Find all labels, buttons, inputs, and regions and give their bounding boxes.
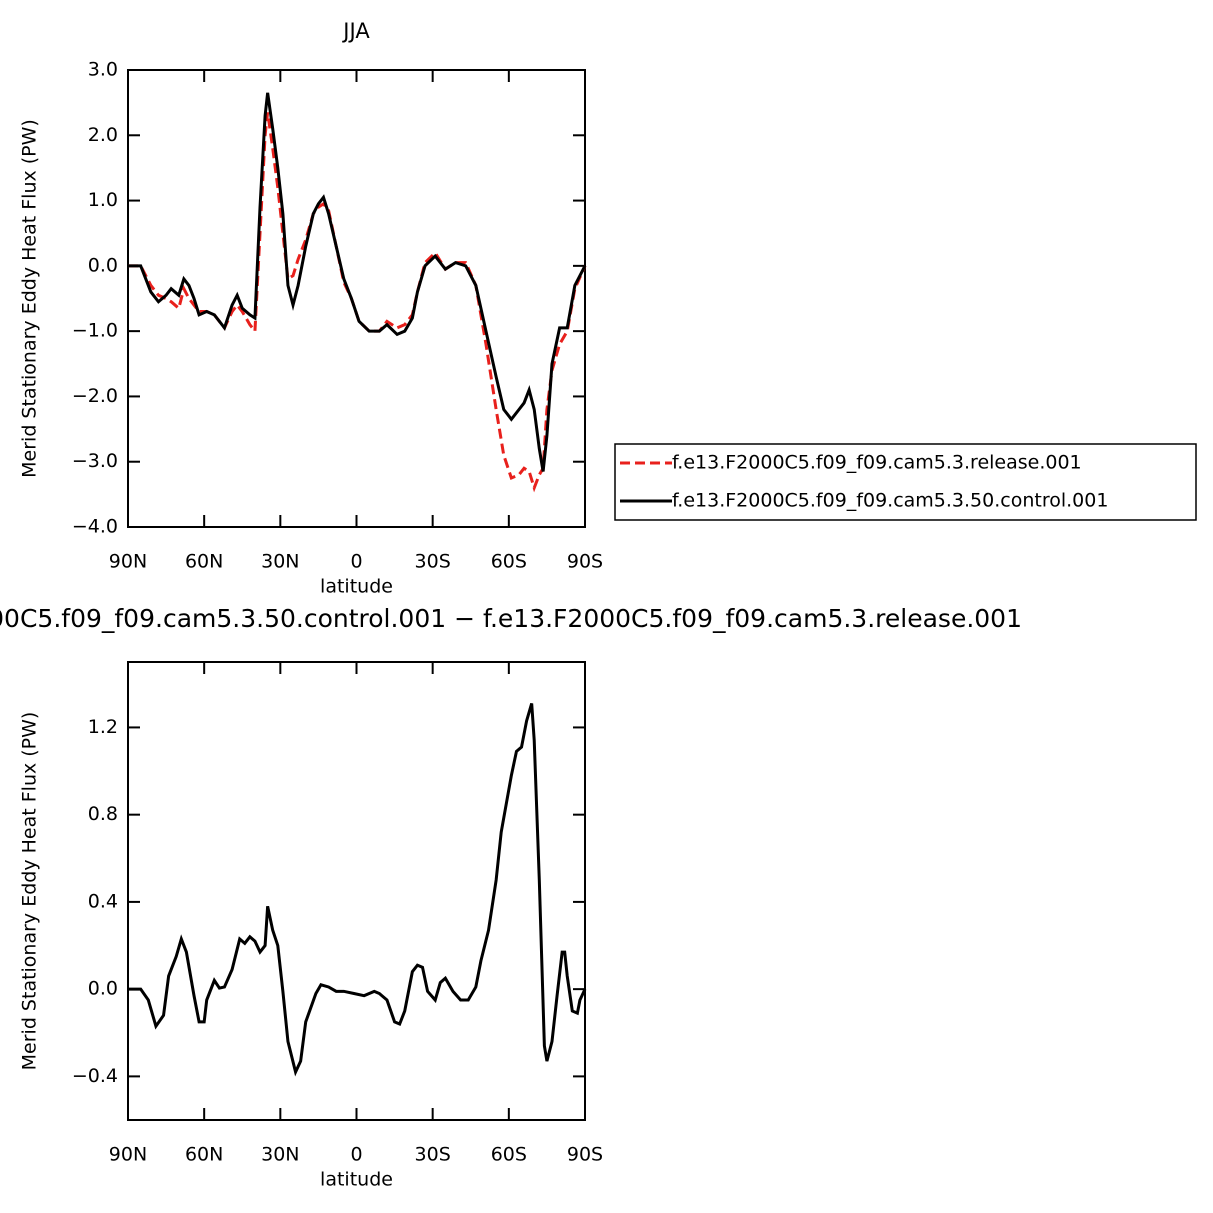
y-axis-label: Merid Stationary Eddy Heat Flux (PW) [19,119,41,478]
plot-frame [127,69,586,528]
y-tick-label: 1.0 [88,189,118,211]
plot-frame [127,661,586,1121]
x-tick-label: 30N [261,551,299,573]
x-tick-label: 90N [109,551,147,573]
y-tick-label: −0.4 [72,1065,118,1087]
x-axis-label: latitude [320,1169,393,1191]
y-tick-label: 3.0 [88,59,118,81]
x-tick-label: 60N [185,551,223,573]
chart-title: f.e13.F2000C5.f09_f09.cam5.3.50.control.… [0,604,1022,633]
data-line [128,112,587,493]
y-tick-label: 0.8 [88,803,118,825]
x-tick-label: 30N [261,1144,299,1166]
x-tick-label: 60S [491,551,527,573]
x-tick-label: 90S [567,1144,603,1166]
y-tick-label: −4.0 [72,516,118,538]
chart-title: JJA [341,19,370,43]
y-tick-label: −1.0 [72,320,118,342]
x-tick-label: 60S [491,1144,527,1166]
x-axis-label: latitude [320,576,393,598]
y-tick-label: −3.0 [72,450,118,472]
legend-label: f.e13.F2000C5.f09_f09.cam5.3.50.control.… [672,490,1108,512]
x-tick-label: 90S [567,551,603,573]
x-tick-label: 30S [415,551,451,573]
y-tick-label: 0.0 [88,978,118,1000]
y-tick-label: 0.4 [88,890,118,912]
x-tick-label: 90N [109,1144,147,1166]
data-line [128,703,587,1077]
y-tick-label: −2.0 [72,385,118,407]
x-tick-label: 0 [350,551,362,573]
x-tick-label: 0 [350,1144,362,1166]
legend-box [614,443,1197,521]
y-tick-label: 1.2 [88,716,118,738]
y-tick-label: 2.0 [88,124,118,146]
y-axis-label: Merid Stationary Eddy Heat Flux (PW) [19,712,41,1071]
x-tick-label: 60N [185,1144,223,1166]
x-tick-label: 30S [415,1144,451,1166]
legend-label: f.e13.F2000C5.f09_f09.cam5.3.release.001 [672,452,1082,474]
y-tick-label: 0.0 [88,254,118,276]
data-line [128,92,587,472]
